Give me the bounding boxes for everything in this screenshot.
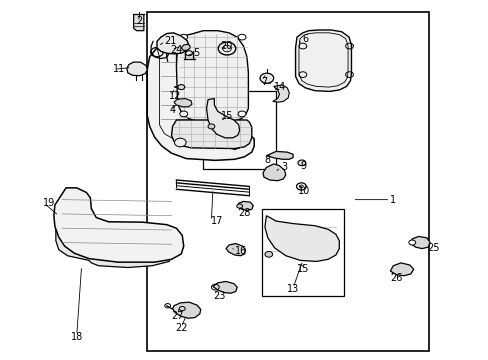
Circle shape [174, 138, 186, 147]
Circle shape [299, 185, 303, 188]
Text: 27: 27 [171, 311, 184, 321]
Text: 3: 3 [281, 162, 286, 172]
Text: 23: 23 [212, 291, 225, 301]
Circle shape [207, 124, 214, 129]
Text: 6: 6 [302, 34, 308, 44]
Polygon shape [264, 216, 339, 261]
Polygon shape [172, 302, 201, 318]
Polygon shape [263, 164, 285, 181]
Text: 2: 2 [136, 16, 142, 26]
Polygon shape [126, 62, 147, 76]
Polygon shape [157, 33, 189, 54]
Polygon shape [133, 14, 143, 31]
Text: 25: 25 [426, 243, 438, 253]
Circle shape [260, 73, 273, 83]
Polygon shape [176, 31, 248, 122]
Text: 4: 4 [169, 105, 175, 115]
Text: 20: 20 [220, 41, 232, 51]
Text: 9: 9 [300, 161, 306, 171]
Polygon shape [229, 141, 240, 150]
Polygon shape [206, 99, 239, 138]
Circle shape [297, 160, 305, 166]
Text: 7: 7 [261, 77, 267, 87]
Text: 12: 12 [169, 91, 181, 101]
Text: 19: 19 [42, 198, 55, 208]
Polygon shape [56, 217, 170, 267]
Text: 10: 10 [297, 186, 309, 196]
Text: 13: 13 [286, 284, 299, 294]
Circle shape [238, 111, 245, 117]
Circle shape [180, 34, 187, 40]
Text: 24: 24 [170, 45, 183, 55]
Polygon shape [238, 202, 253, 210]
Polygon shape [174, 99, 192, 107]
Polygon shape [389, 263, 413, 276]
Text: 17: 17 [210, 216, 223, 226]
Text: 18: 18 [70, 332, 82, 342]
Text: 5: 5 [193, 48, 199, 58]
Text: 16: 16 [234, 247, 246, 256]
Polygon shape [212, 282, 237, 293]
Text: 15: 15 [221, 111, 233, 121]
Polygon shape [410, 237, 429, 249]
Text: 26: 26 [389, 273, 402, 283]
Polygon shape [54, 188, 183, 262]
Text: 1: 1 [389, 195, 396, 204]
Text: 21: 21 [164, 36, 176, 46]
Bar [147, 12, 428, 351]
Circle shape [408, 240, 415, 245]
Circle shape [264, 251, 272, 257]
Bar [261, 208, 344, 296]
Circle shape [178, 85, 184, 90]
Text: 11: 11 [113, 64, 125, 74]
Text: 15: 15 [296, 264, 308, 274]
Polygon shape [171, 120, 251, 149]
Polygon shape [181, 44, 190, 50]
Polygon shape [295, 30, 351, 91]
Polygon shape [266, 152, 292, 159]
Bar [203, 91, 276, 169]
Text: 8: 8 [264, 156, 269, 165]
Polygon shape [147, 42, 254, 160]
Circle shape [180, 111, 187, 117]
Polygon shape [272, 85, 288, 102]
Polygon shape [225, 244, 245, 256]
Circle shape [238, 34, 245, 40]
Circle shape [236, 204, 242, 208]
Text: 22: 22 [175, 323, 187, 333]
Text: 28: 28 [238, 208, 250, 218]
Text: 14: 14 [273, 82, 285, 92]
